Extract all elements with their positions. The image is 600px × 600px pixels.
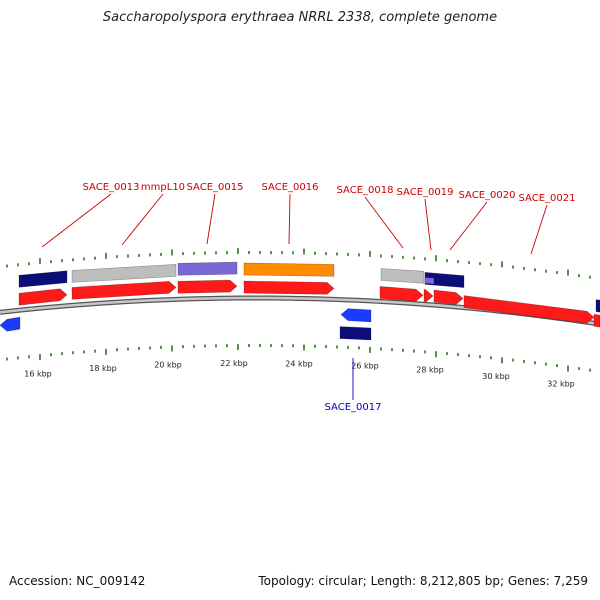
gene-label-sace-0018: SACE_0018: [337, 185, 394, 196]
scale-label: 20 kbp: [154, 361, 182, 370]
sace-0019-subblock: [424, 277, 435, 285]
gene-label-sace-0013: SACE_0013: [83, 182, 140, 193]
gene-labels: SACE_0013 mmpL10 SACE_0015 SACE_0016 SACE_00…: [83, 182, 576, 413]
sace-0018-block: [380, 268, 425, 284]
leader-line: [364, 196, 404, 249]
leader-line: [424, 198, 432, 251]
scale-labels: 16 kbp 18 kbp 20 kbp 22 kbp 24 kbp 26 kbp 28 k…: [24, 359, 575, 389]
genome-title: Saccharopolyspora erythraea NRRL 2338, c…: [102, 10, 498, 25]
sace-0016-block: [243, 262, 335, 277]
leader-line: [449, 201, 488, 251]
gene-label-sace-0021: SACE_0021: [519, 193, 576, 204]
cds-arrow-forward: [18, 288, 68, 306]
scale-label: 24 kbp: [285, 359, 313, 368]
gene-label-sace-0017: SACE_0017: [325, 402, 382, 413]
cds-arrow-reverse: [340, 308, 372, 323]
genome-summary-text: Topology: circular; Length: 8,212,805 bp…: [258, 574, 588, 588]
cds-arrow-forward: [463, 295, 595, 324]
inner-minor-ticks: [6, 344, 591, 372]
leader-line: [41, 193, 112, 248]
outer-minor-ticks: [6, 248, 591, 279]
leader-line: [206, 193, 216, 245]
scale-label: 22 kbp: [220, 359, 248, 368]
leader-line: [121, 193, 164, 246]
cds-arrow-forward: [177, 279, 238, 294]
scale-label: 32 kbp: [547, 380, 575, 389]
cds-arrow-forward: [71, 281, 177, 300]
edge-block: [595, 299, 600, 313]
leader-line: [288, 193, 291, 245]
cds-arrow-reverse: [0, 316, 21, 332]
cds-edge-forward: [593, 313, 600, 328]
scale-label: 30 kbp: [482, 372, 510, 381]
cds-arrow-forward: [423, 288, 434, 303]
cds-arrow-forward: [379, 286, 424, 302]
sace-0013-block: [18, 270, 68, 288]
mmpl10-block: [71, 264, 177, 283]
cds-arrow-forward: [243, 280, 335, 295]
gene-label-sace-0016: SACE_0016: [262, 182, 319, 193]
sace-0017-block: [339, 326, 372, 341]
scale-label: 16 kbp: [24, 369, 52, 378]
gene-label-sace-0015: SACE_0015: [187, 182, 244, 193]
label-leader-lines: [41, 193, 548, 400]
gene-label-sace-0020: SACE_0020: [459, 190, 516, 201]
gene-label-sace-0019: SACE_0019: [397, 187, 454, 198]
sace-0015-block: [177, 261, 238, 276]
scale-label: 26 kbp: [351, 362, 379, 371]
feature-track: [0, 261, 600, 341]
cds-arrow-forward: [433, 289, 464, 305]
accession-text: Accession: NC_009142: [9, 574, 146, 588]
gene-label-mmpl10: mmpL10: [141, 182, 185, 193]
scale-label: 28 kbp: [416, 366, 444, 375]
scale-label: 18 kbp: [89, 364, 117, 373]
leader-line: [530, 204, 548, 255]
